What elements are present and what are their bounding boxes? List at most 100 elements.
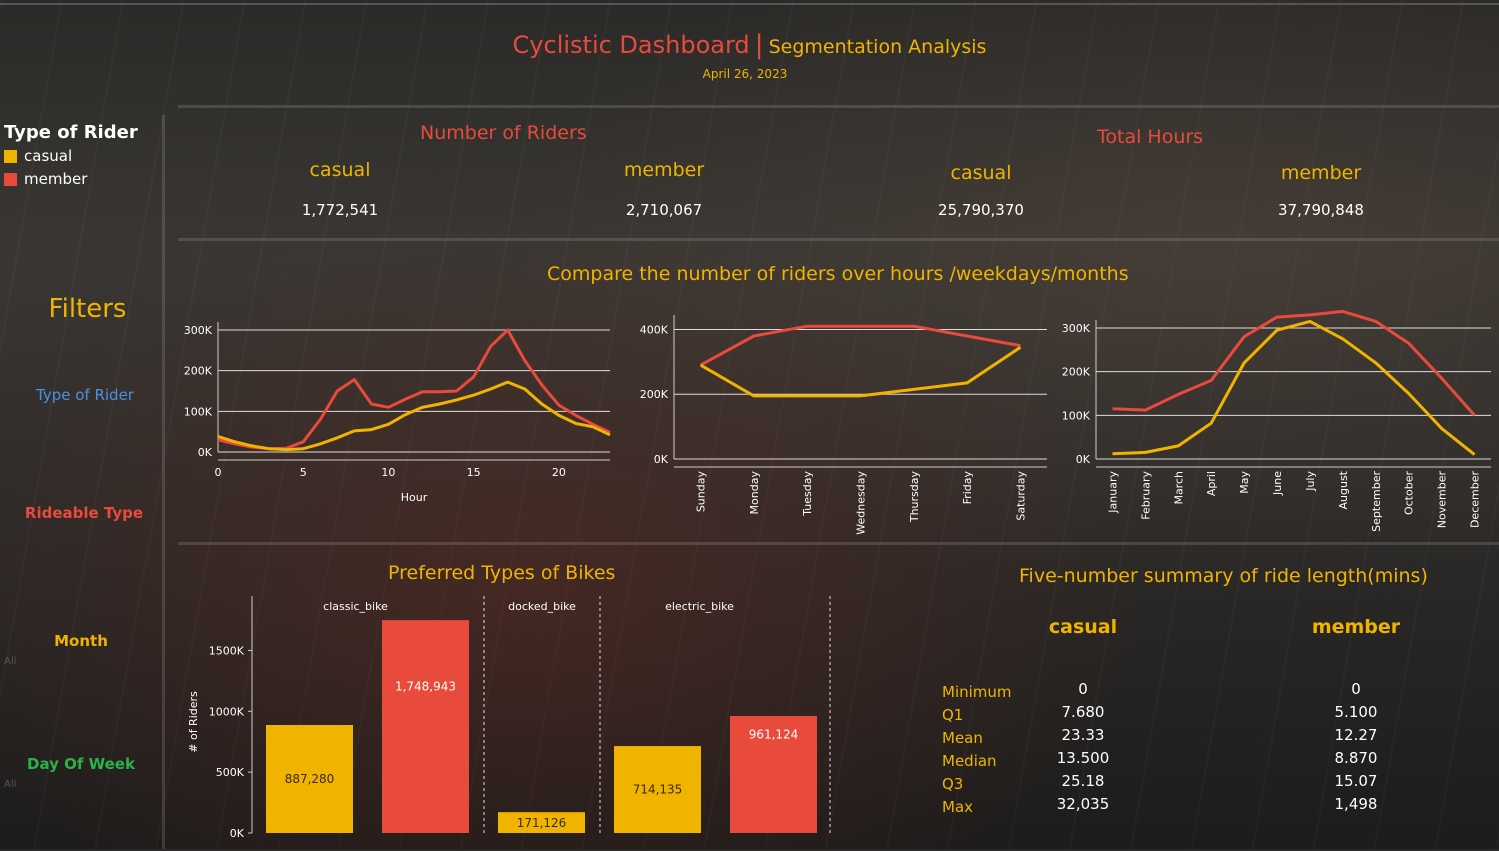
y-tick-label: 1000K	[209, 705, 245, 718]
divider-top	[178, 105, 1499, 108]
x-tick-label: Tuesday	[801, 471, 814, 517]
x-tick-label: March	[1172, 471, 1185, 505]
y-tick-label: 1500K	[209, 644, 245, 657]
y-tick-label: 0K	[654, 453, 669, 466]
y-tick-label: 300K	[184, 324, 213, 337]
summary-member-value: 1,498	[1334, 795, 1378, 813]
hours-member-label: member	[1280, 162, 1362, 184]
y-tick-label: 300K	[1062, 322, 1091, 335]
summary-casual-value: 7.680	[1061, 703, 1105, 721]
hourly-riders-chart[interactable]: 0K 100K 200K 300K 0 5 10 15 20 Hour	[184, 322, 611, 504]
bikes-chart-title: Preferred Types of Bikes	[388, 562, 616, 584]
bar-value-label: 961,124	[749, 728, 799, 742]
bar-casual-classic_bike	[266, 725, 353, 833]
summary-member-value: 12.27	[1334, 726, 1378, 744]
filter-month[interactable]: Month	[54, 632, 108, 650]
series-line-member	[217, 328, 611, 451]
divider-bottom	[178, 542, 1499, 545]
y-tick-label: 0K	[1076, 453, 1091, 466]
y-tick-label: 200K	[640, 388, 669, 401]
riders-member-label: member	[623, 159, 705, 181]
series-line-casual	[1112, 319, 1476, 456]
y-tick-label: 200K	[1062, 366, 1091, 379]
y-axis-label: # of Riders	[187, 691, 200, 753]
summary-casual-value: 23.33	[1061, 726, 1105, 744]
x-tick-label: Friday	[961, 471, 974, 505]
summary-row-label: Minimum	[942, 683, 1012, 701]
hours-casual-label: casual	[950, 162, 1012, 184]
x-tick-label: June	[1271, 471, 1284, 496]
x-tick-label: February	[1139, 471, 1152, 520]
weekday-riders-chart[interactable]: 0K 200K 400K Sunday Monday Tuesday Wednesday Th…	[640, 315, 1047, 535]
series-line-casual	[217, 380, 611, 452]
summary-row-label: Mean	[942, 729, 983, 747]
monthly-riders-chart[interactable]: 0K 100K 200K 300K January February March April M…	[1062, 309, 1491, 532]
summary-member-value: 8.870	[1334, 749, 1378, 767]
hours-casual-value: 25,790,370	[938, 201, 1024, 219]
riders-casual-label: casual	[309, 159, 371, 181]
filter-month-value[interactable]: All	[4, 656, 17, 667]
series-line-member	[699, 324, 1021, 367]
hours-kpi-title: Total Hours	[1097, 126, 1204, 148]
title-divider: |	[754, 30, 764, 60]
riders-casual-value: 1,772,541	[301, 201, 379, 219]
category-label: electric_bike	[665, 600, 734, 613]
summary-title: Five-number summary of ride length(mins)	[1019, 565, 1428, 587]
series-line-casual	[699, 346, 1022, 398]
x-tick-label: 0	[215, 466, 222, 479]
divider-middle	[178, 238, 1499, 241]
divider-sidebar	[162, 115, 165, 849]
summary-casual-value: 32,035	[1056, 795, 1110, 813]
bike-type-bar-chart[interactable]: 0K 500K 1000K 1500K # of Riders classic_bike 8…	[187, 596, 831, 840]
y-tick-label: 500K	[216, 766, 245, 779]
series-line-member	[1112, 309, 1476, 417]
x-tick-label: Monday	[748, 471, 761, 515]
legend-title: Type of Rider	[4, 122, 138, 143]
riders-kpi-title: Number of Riders	[420, 122, 587, 144]
y-tick-label: 0K	[230, 827, 245, 840]
x-axis-label: Hour	[401, 491, 428, 504]
bar-casual-docked_bike	[498, 812, 585, 833]
dashboard-frame	[0, 3, 1499, 851]
category-label: docked_bike	[508, 600, 576, 613]
x-tick-label: September	[1370, 471, 1383, 532]
rider-legend: Type of Rider casual member	[4, 122, 138, 188]
summary-member-header: member	[1311, 616, 1401, 638]
filter-type-of-rider[interactable]: Type of Rider	[36, 386, 134, 404]
y-tick-label: 100K	[184, 405, 213, 418]
filter-day-value[interactable]: All	[4, 779, 17, 790]
legend-item-member[interactable]: member	[4, 170, 138, 188]
summary-member-value: 15.07	[1334, 772, 1378, 790]
x-tick-label: Thursday	[908, 471, 921, 524]
legend-item-casual[interactable]: casual	[4, 147, 138, 165]
x-tick-label: 20	[552, 466, 566, 479]
x-tick-label: May	[1238, 471, 1251, 494]
summary-member-value: 0	[1351, 680, 1361, 698]
bar-value-label: 887,280	[285, 772, 335, 786]
filter-rideable-type[interactable]: Rideable Type	[24, 504, 144, 522]
legend-label: member	[24, 170, 88, 188]
x-tick-label: Sunday	[695, 471, 708, 513]
riders-member-value: 2,710,067	[625, 201, 703, 219]
x-tick-label: April	[1205, 471, 1218, 496]
x-tick-label: 10	[381, 466, 395, 479]
x-tick-label: August	[1337, 470, 1350, 509]
x-tick-label: October	[1403, 471, 1416, 515]
x-tick-label: Saturday	[1014, 471, 1027, 521]
bar-casual-electric_bike	[614, 746, 701, 833]
x-tick-label: December	[1469, 471, 1482, 529]
bar-value-label: 171,126	[517, 816, 567, 830]
summary-casual-value: 0	[1078, 680, 1088, 698]
filters-title: Filters	[48, 294, 127, 324]
summary-row-label: Max	[942, 798, 974, 816]
x-tick-label: Wednesday	[855, 471, 868, 535]
y-tick-label: 100K	[1062, 409, 1091, 422]
page-subtitle: Segmentation Analysis	[768, 36, 987, 58]
summary-casual-header: casual	[1048, 616, 1118, 638]
x-tick-label: 15	[467, 466, 481, 479]
compare-title: Compare the number of riders over hours …	[547, 263, 1129, 285]
x-tick-label: November	[1436, 471, 1449, 529]
filter-day-of-week[interactable]: Day Of Week	[27, 755, 135, 773]
